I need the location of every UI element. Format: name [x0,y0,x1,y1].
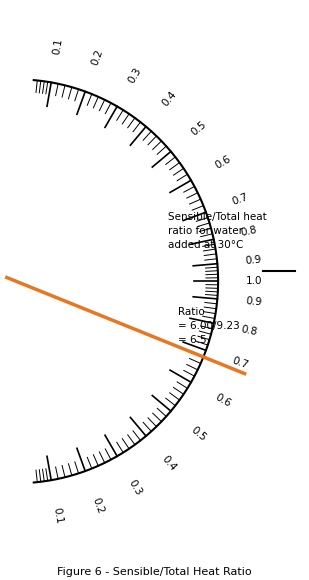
Text: 0.2: 0.2 [90,496,105,514]
Text: 0.6: 0.6 [213,392,232,409]
Text: 0.8: 0.8 [240,324,258,338]
Text: 0.3: 0.3 [127,478,144,497]
Text: 0.6: 0.6 [213,154,232,171]
Text: 1.0: 1.0 [246,276,263,287]
Text: 0.4: 0.4 [160,89,179,108]
Text: Figure 6 - Sensible/Total Heat Ratio: Figure 6 - Sensible/Total Heat Ratio [57,567,252,577]
Text: 0.2: 0.2 [90,48,105,67]
Text: 0.7: 0.7 [231,193,250,207]
Text: 0.5: 0.5 [189,119,208,137]
Text: 0.9: 0.9 [245,255,262,266]
Text: 0.8: 0.8 [240,225,258,238]
Text: 0.3: 0.3 [127,66,144,85]
Text: Ratio
= 6.00/9.23
= 6.5: Ratio = 6.00/9.23 = 6.5 [178,307,239,345]
Text: Sensible/Total heat
ratio for water
added at 30°C: Sensible/Total heat ratio for water adde… [167,212,266,250]
Text: 0.9: 0.9 [245,296,262,308]
Text: 0.1: 0.1 [51,507,64,525]
Text: 0.5: 0.5 [189,425,208,444]
Text: 0.1: 0.1 [51,38,64,56]
Text: 0.4: 0.4 [160,454,179,473]
Text: 0.7: 0.7 [231,356,250,370]
